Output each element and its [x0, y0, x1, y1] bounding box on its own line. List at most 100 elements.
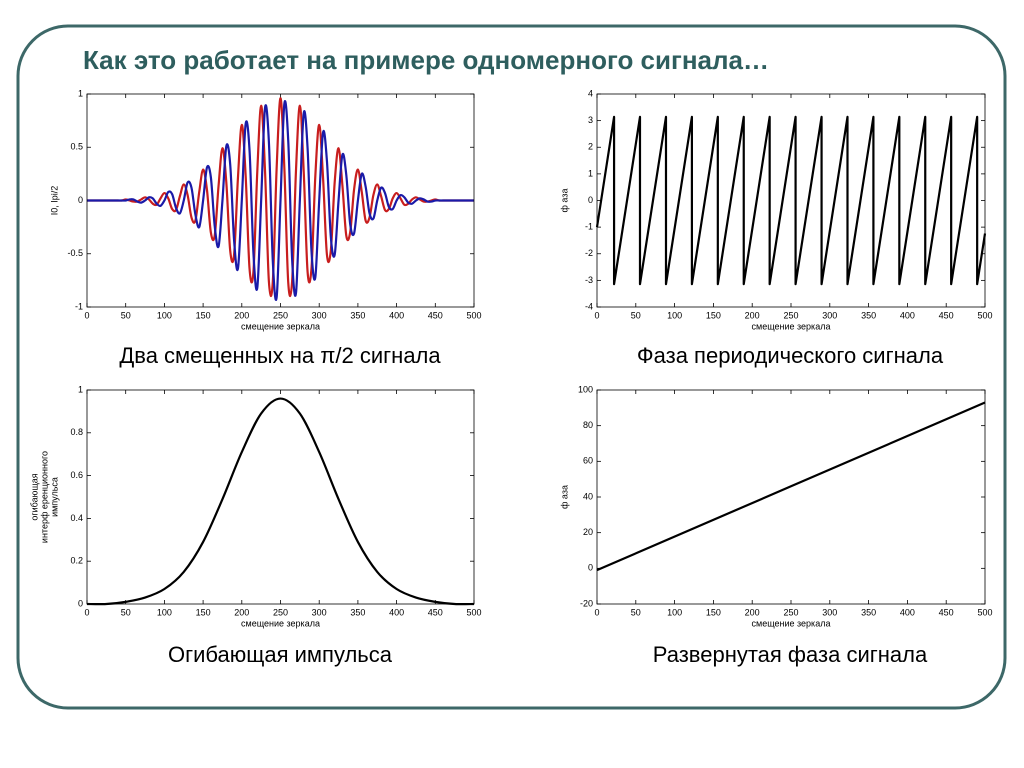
x-tick-label: 300: [822, 310, 837, 320]
series-line: [87, 97, 474, 298]
y-tick-label: 0.8: [70, 427, 83, 437]
x-tick-label: 100: [157, 607, 172, 617]
x-tick-label: 250: [783, 310, 798, 320]
plot-area: 0 50 100 150 200 250 300 350 400 450 500 0 0.2 0.4 0.6…: [29, 384, 481, 628]
plot-background: [597, 390, 985, 604]
x-axis-label: смещение зеркала: [752, 618, 831, 628]
y-tick-label: 40: [583, 491, 593, 501]
x-axis-label: смещение зеркала: [241, 321, 320, 331]
x-tick-label: 0: [594, 607, 599, 617]
plot-frame: [596, 93, 986, 308]
y-tick-label: -1: [585, 222, 593, 232]
x-tick-label: 500: [466, 310, 481, 320]
x-tick-label: 400: [900, 607, 915, 617]
x-tick-label: 50: [121, 607, 131, 617]
series-line: [595, 115, 987, 286]
y-tick-label: 1: [78, 384, 83, 394]
y-tick-label: 0.4: [70, 513, 83, 523]
x-tick-label: 250: [783, 607, 798, 617]
plot-frame: [86, 389, 475, 605]
x-tick-label: 350: [861, 607, 876, 617]
chart-caption: Огибающая импульса: [168, 642, 393, 667]
x-tick-label: 250: [273, 607, 288, 617]
y-tick-label: 20: [583, 527, 593, 537]
y-tick-label: 100: [578, 384, 593, 394]
x-tick-label: 200: [234, 607, 249, 617]
y-tick-label: 0.2: [70, 556, 83, 566]
x-tick-label: 400: [389, 310, 404, 320]
x-tick-label: 500: [977, 310, 992, 320]
y-tick-label: 3: [588, 115, 593, 125]
y-axis-label: ф аза: [559, 189, 569, 213]
y-tick-label: -20: [580, 598, 593, 608]
y-tick-label: -4: [585, 301, 593, 311]
x-tick-label: 100: [667, 310, 682, 320]
x-tick-label: 350: [350, 310, 365, 320]
plot-frame: [86, 93, 475, 308]
x-tick-label: 200: [745, 310, 760, 320]
y-tick-label: 4: [588, 88, 593, 98]
x-tick-label: 100: [667, 607, 682, 617]
y-axis-label: огибающая: [29, 473, 39, 520]
x-tick-label: 450: [428, 310, 443, 320]
y-axis-label: I0, Ipi/2: [49, 186, 59, 216]
x-tick-label: 50: [121, 310, 131, 320]
y-tick-label: 0.6: [70, 470, 83, 480]
x-tick-label: 150: [196, 310, 211, 320]
series-line: [596, 401, 986, 572]
x-tick-label: 400: [389, 607, 404, 617]
x-tick-label: 200: [745, 607, 760, 617]
y-tick-label: 0: [588, 563, 593, 573]
plot-area: 0 50 100 150 200 250 300 350 400 450 500 -1 -0.5 0 0.5…: [49, 88, 481, 331]
y-tick-label: 60: [583, 456, 593, 466]
plot-frame: [596, 389, 986, 605]
x-tick-label: 150: [196, 607, 211, 617]
y-tick-label: 0: [588, 195, 593, 205]
x-tick-label: 350: [350, 607, 365, 617]
x-tick-label: 400: [900, 310, 915, 320]
x-tick-label: 50: [631, 310, 641, 320]
x-tick-label: 300: [312, 310, 327, 320]
chart-caption: Фаза периодического сигнала: [637, 343, 944, 368]
plot-background: [87, 390, 474, 604]
plot-area: 0 50 100 150 200 250 300 350 400 450 500-200204060…: [559, 384, 992, 628]
x-tick-label: 450: [939, 310, 954, 320]
y-tick-label: 0: [78, 195, 83, 205]
x-tick-label: 0: [84, 607, 89, 617]
y-tick-label: 1: [588, 168, 593, 178]
x-tick-label: 0: [84, 310, 89, 320]
y-tick-label: -2: [585, 248, 593, 258]
x-tick-label: 250: [273, 310, 288, 320]
y-tick-label: 1: [78, 88, 83, 98]
slide-title: Как это работает на примере одномерного …: [83, 45, 769, 75]
y-tick-label: -1: [75, 301, 83, 311]
series-line: [86, 397, 475, 606]
x-tick-label: 500: [466, 607, 481, 617]
x-tick-label: 350: [861, 310, 876, 320]
y-axis-label: интерф еренционного: [39, 451, 49, 543]
plot-area: 0 50 100 150 200 250 300 350 400 450 500 -4 -3 -2 -1 0 1…: [559, 88, 992, 331]
x-tick-label: 450: [939, 607, 954, 617]
y-tick-label: 80: [583, 420, 593, 430]
x-tick-label: 300: [822, 607, 837, 617]
x-tick-label: 200: [234, 310, 249, 320]
y-tick-label: 0.5: [70, 142, 83, 152]
chart-caption: Два смещенных на π/2 сигнала: [119, 343, 441, 368]
y-axis-label: импульса: [49, 477, 59, 517]
series-line: [87, 100, 474, 301]
chart-caption: Развернутая фаза сигнала: [653, 642, 928, 667]
x-tick-label: 0: [594, 310, 599, 320]
x-tick-label: 150: [706, 607, 721, 617]
y-tick-label: 0: [78, 598, 83, 608]
x-tick-label: 500: [977, 607, 992, 617]
x-tick-label: 100: [157, 310, 172, 320]
y-tick-label: -0.5: [67, 248, 83, 258]
x-tick-label: 150: [706, 310, 721, 320]
plot-background: [597, 94, 985, 307]
y-tick-label: 2: [588, 142, 593, 152]
y-tick-label: -3: [585, 275, 593, 285]
x-axis-label: смещение зеркала: [752, 321, 831, 331]
x-axis-label: смещение зеркала: [241, 618, 320, 628]
